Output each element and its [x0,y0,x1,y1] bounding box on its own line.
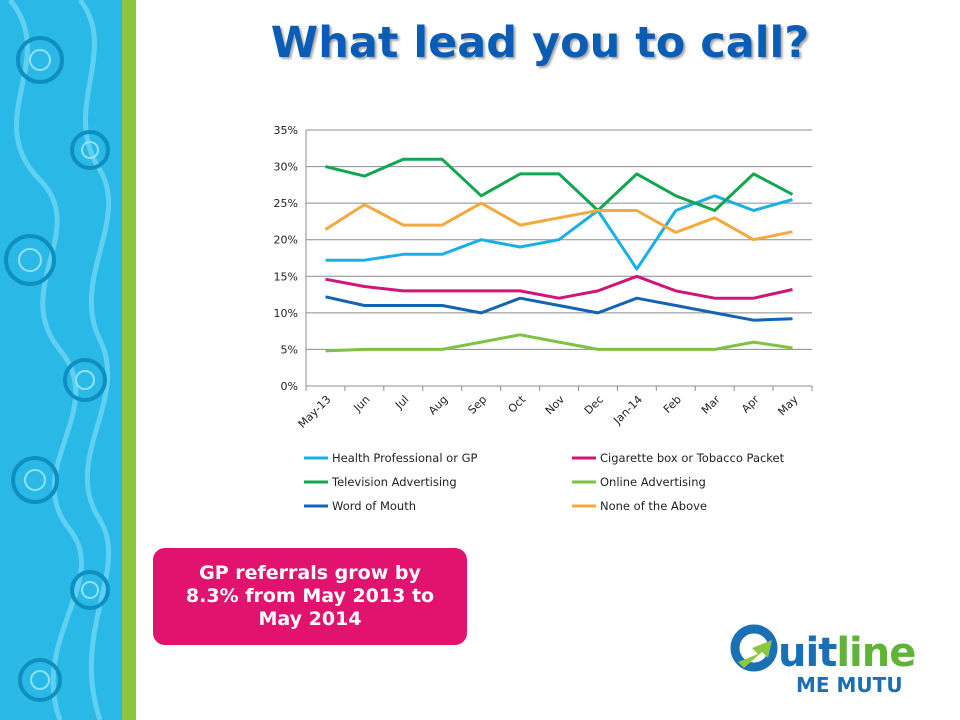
logo-subtitle: ME MUTU [796,673,903,697]
x-tick-label: Dec [582,393,606,417]
quitline-logo: uitline ME MUTU [730,624,916,697]
x-tick-label: Jun [350,393,372,415]
line-chart: 0% 5% 10% 15% 20% 25% 30% 35% May-13 Jun Jul Aug Se… [274,124,813,513]
y-tick-label: 25% [274,197,298,210]
gp-referral-callout: GP referrals grow by 8.3% from May 2013 … [153,548,467,645]
y-tick-label: 15% [274,270,298,283]
x-tick-label: Jan-14 [610,393,645,428]
x-tick-label: Mar [699,393,723,417]
legend-label: Health Professional or GP [332,451,478,465]
series-line [325,274,793,300]
side-decorative-pattern [0,0,122,720]
legend-label: Online Advertising [600,475,706,489]
legend-label: Word of Mouth [332,499,416,513]
series-lines [324,157,794,353]
x-tick-label: Nov [543,393,568,418]
x-tick-label: Aug [426,393,450,417]
x-tick-label: Feb [661,393,684,416]
y-tick-label: 20% [274,234,298,247]
x-tick-label: Oct [506,392,529,415]
callout-text: GP referrals grow by 8.3% from May 2013 … [185,562,435,630]
y-tick-label: 10% [274,307,298,320]
svg-text:uitline: uitline [778,630,915,676]
legend-label: Television Advertising [331,475,457,489]
x-tick-label: May [775,393,801,419]
y-tick-label: 5% [281,343,298,356]
series-line [325,194,793,271]
series-line [325,295,793,322]
quitline-q-icon [730,624,778,672]
series-line [324,201,793,242]
y-tick-label: 30% [274,161,298,174]
legend-label: Cigarette box or Tobacco Packet [600,451,785,465]
series-line [325,157,794,212]
legend: Health Professional or GP Cigarette box o… [304,451,785,513]
green-side-stripe [122,0,136,720]
slide-title: What lead you to call? [270,18,810,68]
x-axis-tick-labels: May-13 Jun Jul Aug Sep Oct Nov Dec Jan-14 Feb Mar A… [296,392,801,430]
y-tick-label: 0% [281,380,298,393]
x-tick-label: Jul [392,393,411,412]
y-axis-tick-labels: 0% 5% 10% 15% 20% 25% 30% 35% [274,124,298,393]
series-line [325,333,793,353]
legend-label: None of the Above [600,499,707,513]
x-tick-label: May-13 [296,393,334,431]
x-tick-label: Sep [465,393,489,417]
y-tick-label: 35% [274,124,298,137]
x-tick-label: Apr [739,393,762,416]
